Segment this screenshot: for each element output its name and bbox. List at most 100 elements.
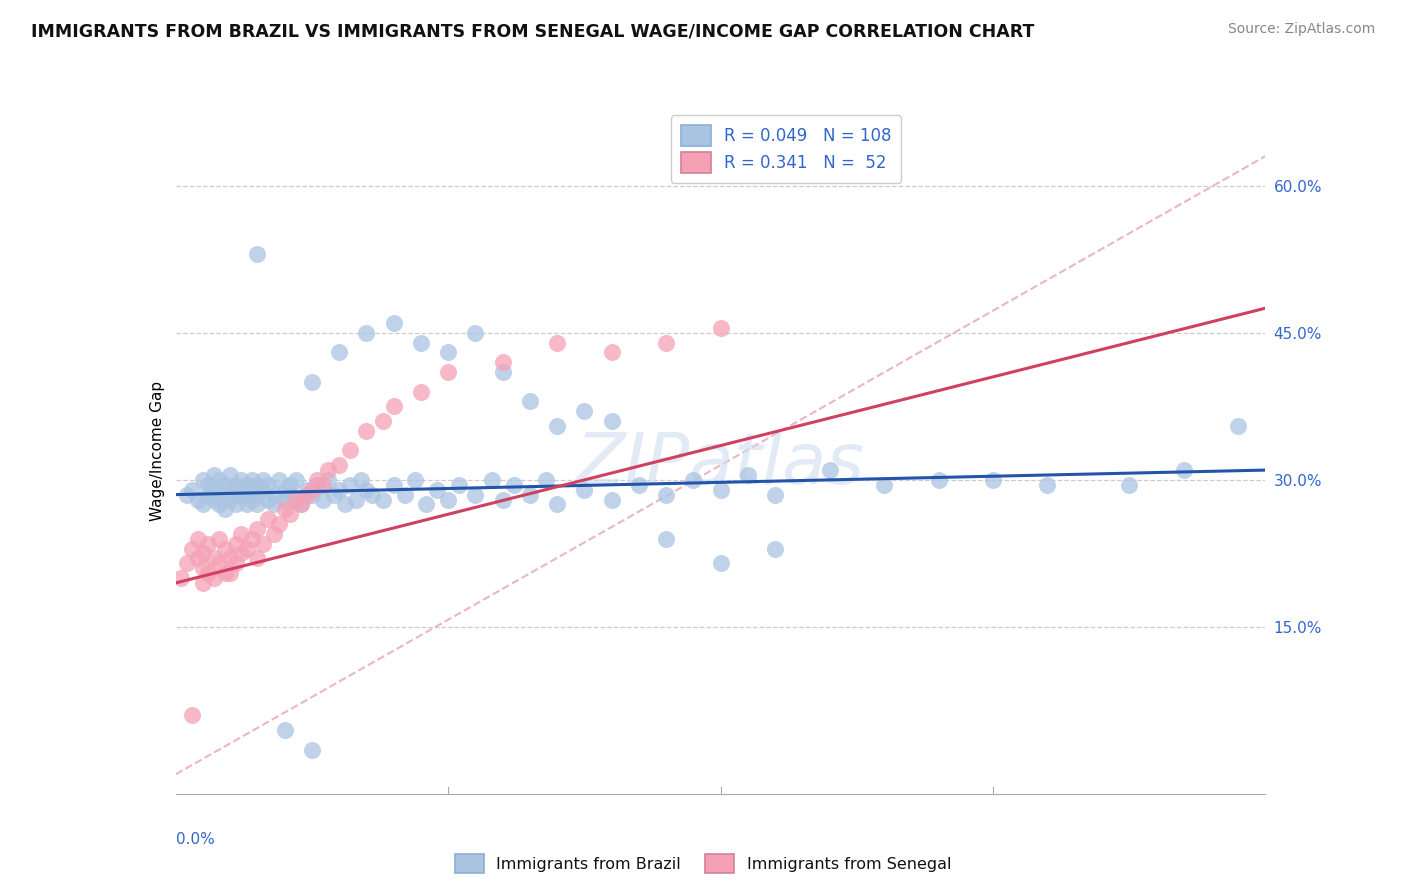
Point — [246, 488, 269, 502]
Point — [574, 404, 596, 418]
Point — [263, 498, 285, 512]
Point — [394, 488, 416, 502]
Point — [710, 557, 733, 571]
Point — [295, 488, 318, 502]
Point — [382, 478, 405, 492]
Text: 0.0%: 0.0% — [176, 831, 215, 847]
Point — [1118, 478, 1140, 492]
Point — [197, 537, 219, 551]
Point — [240, 473, 263, 487]
Point — [219, 566, 242, 581]
Point — [214, 502, 236, 516]
Point — [257, 512, 280, 526]
Point — [231, 473, 253, 487]
Point — [284, 473, 307, 487]
Point — [737, 468, 759, 483]
Point — [208, 557, 231, 571]
Point — [257, 492, 280, 507]
Point — [1173, 463, 1195, 477]
Point — [219, 492, 242, 507]
Point — [181, 541, 204, 556]
Point — [235, 541, 257, 556]
Point — [246, 551, 269, 566]
Point — [312, 492, 335, 507]
Point — [409, 384, 432, 399]
Point — [415, 498, 437, 512]
Point — [981, 473, 1004, 487]
Point — [214, 478, 236, 492]
Point — [208, 498, 231, 512]
Point — [202, 492, 225, 507]
Point — [710, 483, 733, 497]
Point — [202, 468, 225, 483]
Point — [240, 532, 263, 546]
Point — [235, 488, 257, 502]
Point — [263, 488, 285, 502]
Point — [225, 557, 247, 571]
Point — [437, 492, 460, 507]
Point — [274, 483, 297, 497]
Point — [170, 571, 193, 585]
Point — [356, 326, 378, 340]
Point — [546, 419, 568, 434]
Point — [208, 532, 231, 546]
Point — [225, 498, 247, 512]
Point — [246, 247, 269, 261]
Point — [437, 345, 460, 359]
Point — [307, 478, 329, 492]
Point — [278, 478, 301, 492]
Point — [873, 478, 896, 492]
Point — [818, 463, 841, 477]
Point — [181, 708, 204, 723]
Point — [682, 473, 704, 487]
Point — [627, 478, 650, 492]
Point — [197, 488, 219, 502]
Point — [290, 498, 312, 512]
Point — [318, 473, 340, 487]
Point — [600, 492, 623, 507]
Point — [269, 517, 291, 532]
Point — [502, 478, 524, 492]
Point — [274, 502, 297, 516]
Point — [371, 492, 394, 507]
Point — [252, 483, 274, 497]
Point — [344, 492, 367, 507]
Point — [328, 345, 350, 359]
Point — [231, 546, 253, 561]
Legend: Immigrants from Brazil, Immigrants from Senegal: Immigrants from Brazil, Immigrants from … — [449, 847, 957, 880]
Point — [356, 483, 378, 497]
Point — [426, 483, 449, 497]
Point — [492, 492, 515, 507]
Point — [405, 473, 427, 487]
Point — [252, 537, 274, 551]
Point — [176, 488, 198, 502]
Point — [181, 483, 204, 497]
Point — [176, 557, 198, 571]
Point — [600, 345, 623, 359]
Point — [492, 365, 515, 379]
Point — [214, 541, 236, 556]
Point — [360, 488, 382, 502]
Point — [371, 414, 394, 428]
Point — [191, 546, 214, 561]
Point — [235, 478, 257, 492]
Point — [278, 488, 301, 502]
Point — [763, 488, 786, 502]
Point — [600, 414, 623, 428]
Point — [655, 335, 678, 350]
Point — [191, 473, 214, 487]
Point — [186, 492, 209, 507]
Point — [339, 443, 361, 458]
Point — [322, 488, 344, 502]
Point — [191, 561, 214, 575]
Point — [339, 478, 361, 492]
Point — [257, 478, 280, 492]
Point — [284, 492, 307, 507]
Point — [356, 424, 378, 438]
Point — [301, 483, 323, 497]
Point — [235, 498, 257, 512]
Point — [1227, 419, 1250, 434]
Point — [447, 478, 470, 492]
Point — [225, 537, 247, 551]
Point — [252, 473, 274, 487]
